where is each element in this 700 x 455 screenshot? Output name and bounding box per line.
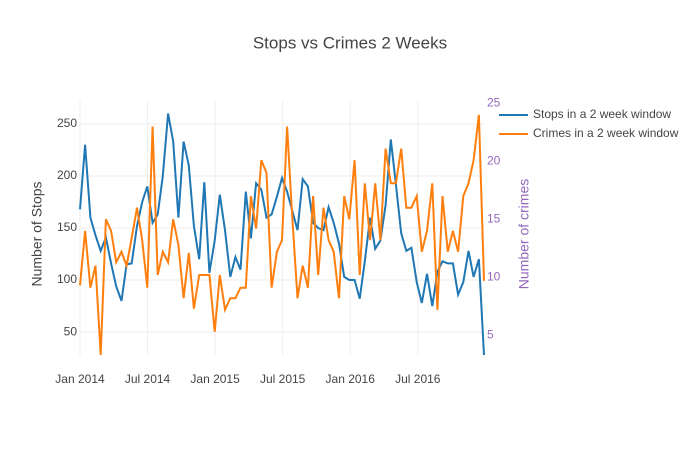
y2-tick-label: 10: [487, 269, 501, 283]
x-tick-label: Jul 2015: [260, 372, 306, 386]
y-tick-label: 50: [64, 324, 78, 338]
x-tick-label: Jan 2015: [190, 372, 240, 386]
x-tick-label: Jul 2016: [395, 372, 441, 386]
y2-tick-label: 20: [487, 153, 501, 167]
x-tick-label: Jan 2016: [326, 372, 376, 386]
chart-title: Stops vs Crimes 2 Weeks: [253, 33, 447, 52]
x-tick-label: Jan 2014: [55, 372, 105, 386]
y-tick-label: 150: [57, 220, 77, 234]
y2-axis-title: Number of crimes: [516, 179, 532, 289]
y-tick-label: 200: [57, 168, 77, 182]
legend-label: Stops in a 2 week window: [533, 107, 671, 121]
series-line: [79, 114, 485, 356]
y2-tick-label: 5: [487, 327, 494, 341]
y2-tick-label: 15: [487, 211, 501, 225]
y-tick-label: 100: [57, 272, 77, 286]
y2-tick-label: 25: [487, 95, 501, 109]
legend-label: Crimes in a 2 week window: [533, 126, 679, 140]
series-line: [79, 113, 485, 356]
y-axis-title: Number of Stops: [29, 181, 45, 286]
x-tick-label: Jul 2014: [125, 372, 171, 386]
y-tick-label: 250: [57, 116, 77, 130]
